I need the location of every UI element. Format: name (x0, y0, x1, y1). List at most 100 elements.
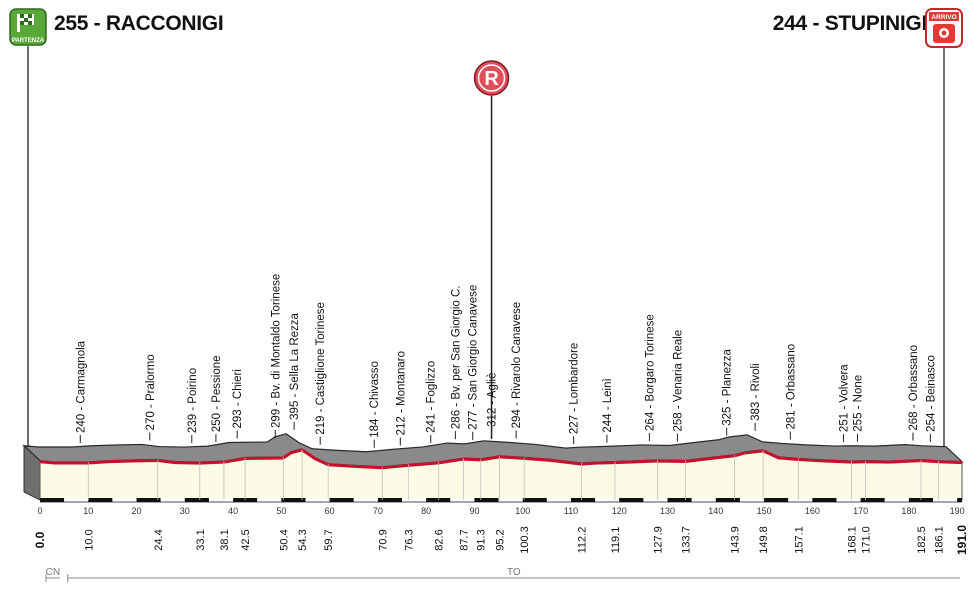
km-stripe (643, 498, 668, 502)
x-tick-label: 160 (805, 506, 820, 516)
distance-label: 127.9 (652, 526, 664, 554)
waypoint-label: 244 - Leinì (602, 378, 614, 432)
distance-label: 143.9 (730, 526, 742, 554)
waypoint-label: 383 - Rivoli (750, 363, 762, 421)
province-label: TO (507, 567, 521, 578)
waypoint-label: 286 - Bv. per San Giorgio C. (450, 285, 462, 429)
x-tick-label: 20 (132, 506, 142, 516)
km-stripe (353, 498, 378, 502)
km-stripe (570, 498, 596, 502)
finish-badge-label: ARRIVO (931, 14, 956, 21)
waypoint-label: 299 - Bv. di Montaldo Torinese (270, 274, 282, 428)
km-stripe (377, 498, 403, 502)
distance-label: 70.9 (377, 529, 389, 550)
waypoint-label: 219 - Castiglione Torinese (315, 302, 327, 435)
province-layer: CN TO (45, 567, 960, 582)
waypoint-label: 241 - Foglizzo (426, 361, 438, 433)
km-stripe (257, 498, 282, 502)
x-tick-label: 100 (515, 506, 530, 516)
distance-label: 82.6 (434, 529, 446, 550)
km-stripe (88, 498, 113, 502)
waypoint-label: 184 - Chivasso (369, 361, 381, 438)
km-stripe (498, 498, 523, 502)
province-label: CN (46, 567, 60, 578)
km-stripe (764, 498, 789, 502)
km-stripe (691, 498, 716, 502)
waypoint-label: 227 - Lombardore (569, 343, 581, 434)
distance-label: 59.7 (323, 529, 335, 550)
start-flag-icon: PARTENZA (9, 8, 47, 46)
distance-label: 50.4 (278, 529, 290, 550)
distance-label: 186.1 (933, 526, 945, 554)
distance-label: 149.8 (758, 526, 770, 554)
distance-label: 38.1 (219, 529, 231, 550)
x-tick-label: 80 (421, 506, 431, 516)
distance-label: 91.3 (476, 529, 488, 550)
waypoint-label: 239 - Poirino (187, 368, 199, 433)
waypoint-label: 395 - Sella La Rezza (289, 312, 301, 419)
distance-label: 42.5 (240, 529, 252, 550)
waypoint-label: 325 - Planezza (722, 348, 734, 425)
km-stripe (184, 498, 209, 502)
km-stripe (715, 498, 740, 502)
waypoint-label: 258 - Venaria Reale (672, 330, 684, 432)
distance-label: 119.1 (610, 527, 622, 554)
start-name: RACCONIGI (105, 12, 224, 35)
finish-flag-icon: ARRIVO (925, 8, 963, 48)
km-stripe (933, 498, 958, 502)
finish-name: STUPINIGI (824, 12, 928, 35)
km-stripe (450, 498, 475, 502)
waypoint-label: 268 - Orbassano (908, 345, 920, 431)
distance-label: 100.3 (519, 526, 531, 554)
km-stripe (136, 498, 161, 502)
km-stripe (860, 498, 885, 502)
km-stripe (884, 498, 909, 502)
x-tick-label: 90 (469, 506, 479, 516)
x-tick-label: 150 (757, 506, 772, 516)
waypoint-label: 251 - Volvera (838, 364, 850, 432)
start-title: 255 - RACCONIGI (54, 12, 224, 35)
km-stripe (208, 498, 234, 502)
x-tick-label: 50 (276, 506, 286, 516)
start-altitude: 255 (54, 12, 89, 35)
km-stripe (40, 498, 65, 502)
waypoint-label: 255 - None (852, 375, 864, 432)
distance-label: 33.1 (195, 529, 207, 550)
waypoint-label: 293 - Chieri (232, 369, 244, 428)
km-stripe (788, 498, 813, 502)
distance-label: 87.7 (458, 529, 470, 550)
waypoint-label: 264 - Borgaro Torinese (644, 314, 656, 431)
start-badge-label: PARTENZA (12, 38, 45, 44)
x-tick-label: 170 (853, 506, 868, 516)
finish-altitude: 244 (772, 12, 807, 35)
km-stripe (812, 498, 837, 502)
km-stripe (112, 498, 137, 502)
refuel-zone-marker: R (473, 60, 510, 439)
waypoint-label: 270 - Pralormo (145, 354, 157, 430)
distance-label: 171.0 (860, 526, 872, 554)
km-stripe (546, 498, 571, 502)
km-stripe (667, 498, 692, 502)
distance-label: 76.3 (403, 529, 415, 550)
km-stripe (836, 498, 861, 502)
x-tick-label: 180 (901, 506, 916, 516)
x-tick-label: 60 (325, 506, 335, 516)
distance-label: 168.1 (846, 526, 858, 554)
km-stripe (64, 498, 89, 502)
waypoint-label: 254 - Beinasco (925, 355, 937, 432)
km-stripe (474, 498, 499, 502)
km-stripe (281, 498, 306, 502)
x-tick-label: 40 (228, 506, 238, 516)
km-stripe (426, 498, 451, 502)
km-stripe (739, 498, 765, 502)
waypoint-label: 212 - Montanaro (395, 351, 407, 435)
profile-layer (22, 433, 964, 503)
waypoint-layer: 240 - Carmagnola 270 - Pralormo 239 - Poir… (75, 274, 939, 500)
x-tick-label: 130 (660, 506, 675, 516)
km-stripe (402, 498, 427, 502)
refuel-letter: R (484, 68, 499, 90)
distance-label: 95.2 (495, 529, 507, 550)
km-stripe (160, 498, 185, 502)
km-stripe (305, 498, 330, 502)
